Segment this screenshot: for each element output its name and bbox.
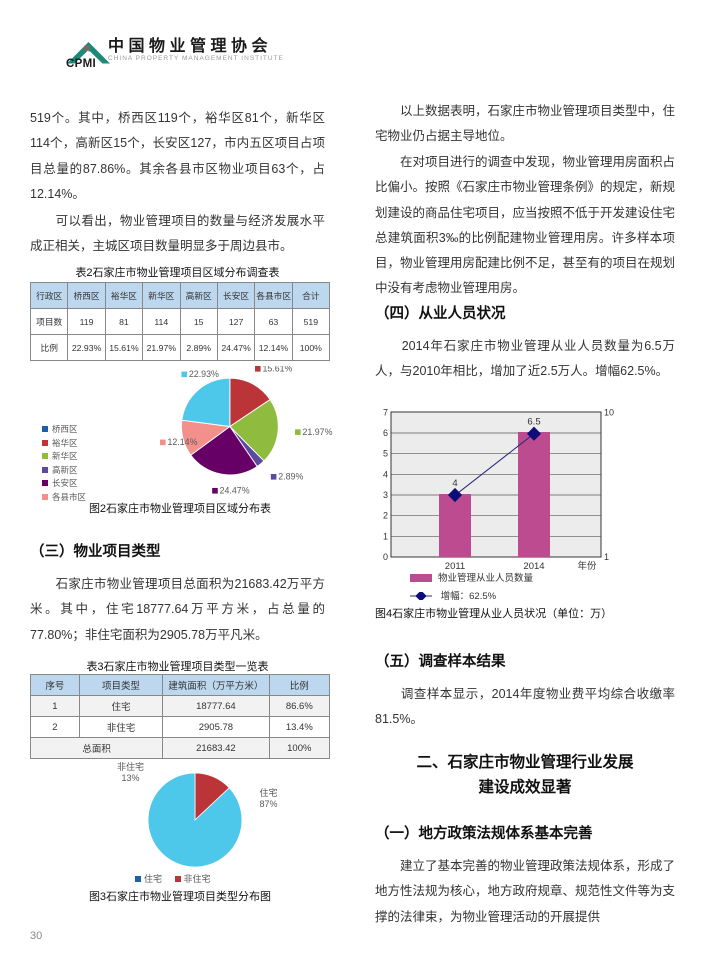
svg-text:2: 2 — [383, 511, 388, 521]
svg-text:6.5: 6.5 — [527, 417, 540, 428]
svg-text:12.14%: 12.14% — [167, 437, 197, 447]
svg-text:7: 7 — [383, 408, 388, 418]
svg-text:0: 0 — [383, 552, 388, 562]
svg-text:15.61%: 15.61% — [262, 366, 292, 374]
svg-text:4: 4 — [452, 478, 457, 489]
svg-text:2.89%: 2.89% — [278, 472, 303, 482]
svg-text:3: 3 — [383, 490, 388, 500]
svg-text:22.93%: 22.93% — [189, 369, 219, 379]
svg-text:5: 5 — [383, 449, 388, 459]
svg-text:年份: 年份 — [577, 560, 597, 572]
svg-text:10: 10 — [604, 408, 614, 418]
svg-text:1: 1 — [383, 531, 388, 541]
svg-text:24.47%: 24.47% — [220, 486, 250, 496]
svg-text:4: 4 — [383, 469, 388, 479]
svg-text:21.97%: 21.97% — [302, 427, 332, 437]
svg-text:1: 1 — [604, 552, 609, 562]
svg-text:6: 6 — [383, 428, 388, 438]
